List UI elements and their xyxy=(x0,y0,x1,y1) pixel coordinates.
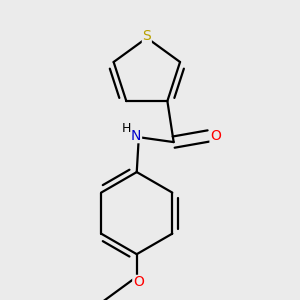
Text: H: H xyxy=(122,122,131,135)
Text: S: S xyxy=(142,29,151,43)
Text: N: N xyxy=(131,129,142,142)
Text: O: O xyxy=(133,275,144,290)
Text: O: O xyxy=(210,129,221,143)
